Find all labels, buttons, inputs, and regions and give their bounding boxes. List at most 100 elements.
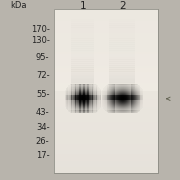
Bar <box>82 111 83 112</box>
Bar <box>71 93 72 94</box>
Bar <box>88 111 89 112</box>
Bar <box>91 91 92 92</box>
Bar <box>78 109 79 110</box>
Bar <box>116 107 117 108</box>
Bar <box>74 107 75 108</box>
Text: 2: 2 <box>119 1 126 11</box>
Bar <box>71 101 72 102</box>
Bar <box>54 44 158 46</box>
Bar <box>66 95 67 96</box>
Bar <box>130 86 131 87</box>
Bar <box>113 87 114 88</box>
Bar <box>96 98 97 99</box>
Bar <box>79 97 80 98</box>
Bar <box>112 98 113 99</box>
Bar <box>89 84 90 85</box>
Bar <box>133 93 134 94</box>
Bar <box>77 96 78 97</box>
Bar <box>69 102 70 103</box>
Bar <box>111 85 112 86</box>
Bar <box>103 104 104 105</box>
Bar <box>54 142 158 144</box>
Bar <box>82 104 83 105</box>
Bar <box>69 111 70 112</box>
Bar <box>134 97 135 98</box>
Bar <box>130 85 131 86</box>
Bar <box>54 39 158 42</box>
Bar <box>84 97 85 98</box>
Bar <box>116 106 117 107</box>
Bar <box>108 111 109 112</box>
Bar <box>126 100 127 101</box>
Bar <box>95 96 96 97</box>
Bar <box>69 93 70 94</box>
Bar <box>110 96 111 97</box>
Bar <box>136 103 137 104</box>
Bar <box>98 106 99 107</box>
Bar <box>82 89 83 90</box>
Bar <box>136 107 137 108</box>
Bar <box>97 98 98 99</box>
Bar <box>109 108 110 109</box>
Bar <box>86 100 87 101</box>
Bar <box>67 108 68 109</box>
Bar <box>67 91 68 92</box>
Bar <box>112 101 113 102</box>
Bar <box>79 88 80 89</box>
Bar <box>123 100 124 101</box>
Bar <box>87 92 88 93</box>
Bar <box>94 87 95 88</box>
Bar <box>66 95 67 96</box>
Bar <box>72 84 73 85</box>
Bar <box>113 94 114 95</box>
Bar <box>84 110 85 111</box>
Bar <box>71 78 94 80</box>
Bar <box>110 96 111 97</box>
Bar <box>131 84 132 85</box>
Bar <box>79 86 80 87</box>
Bar <box>130 101 131 102</box>
Bar <box>116 87 117 88</box>
Bar <box>73 105 74 106</box>
Bar <box>80 100 81 101</box>
Bar <box>106 102 107 103</box>
Bar <box>135 97 136 98</box>
Bar <box>75 92 76 93</box>
Bar <box>71 75 94 78</box>
Bar <box>109 109 110 110</box>
Bar <box>79 100 80 101</box>
Bar <box>90 98 91 99</box>
Bar <box>113 98 114 99</box>
Bar <box>141 94 142 95</box>
Bar <box>88 109 89 110</box>
Bar <box>108 95 109 96</box>
Bar <box>78 111 79 112</box>
Bar <box>87 105 88 106</box>
Bar <box>100 94 101 95</box>
Bar <box>99 103 100 104</box>
Bar <box>71 72 94 75</box>
Bar <box>131 106 132 107</box>
Bar <box>139 85 140 86</box>
Bar <box>71 84 72 85</box>
Bar <box>70 97 71 98</box>
Bar <box>71 101 72 102</box>
Bar <box>91 94 92 95</box>
Bar <box>120 112 121 113</box>
Bar <box>84 109 85 110</box>
Bar <box>100 98 101 99</box>
Text: 34-: 34- <box>36 123 50 132</box>
Bar <box>113 108 114 109</box>
Bar <box>86 97 87 98</box>
Bar <box>72 96 73 97</box>
Bar <box>82 109 83 110</box>
Bar <box>109 63 135 66</box>
Bar <box>94 84 95 85</box>
Bar <box>130 109 131 110</box>
Bar <box>76 112 77 113</box>
Bar <box>66 95 67 96</box>
Bar <box>86 86 87 87</box>
Bar <box>107 97 108 98</box>
Bar <box>113 108 114 109</box>
Bar <box>119 91 120 92</box>
